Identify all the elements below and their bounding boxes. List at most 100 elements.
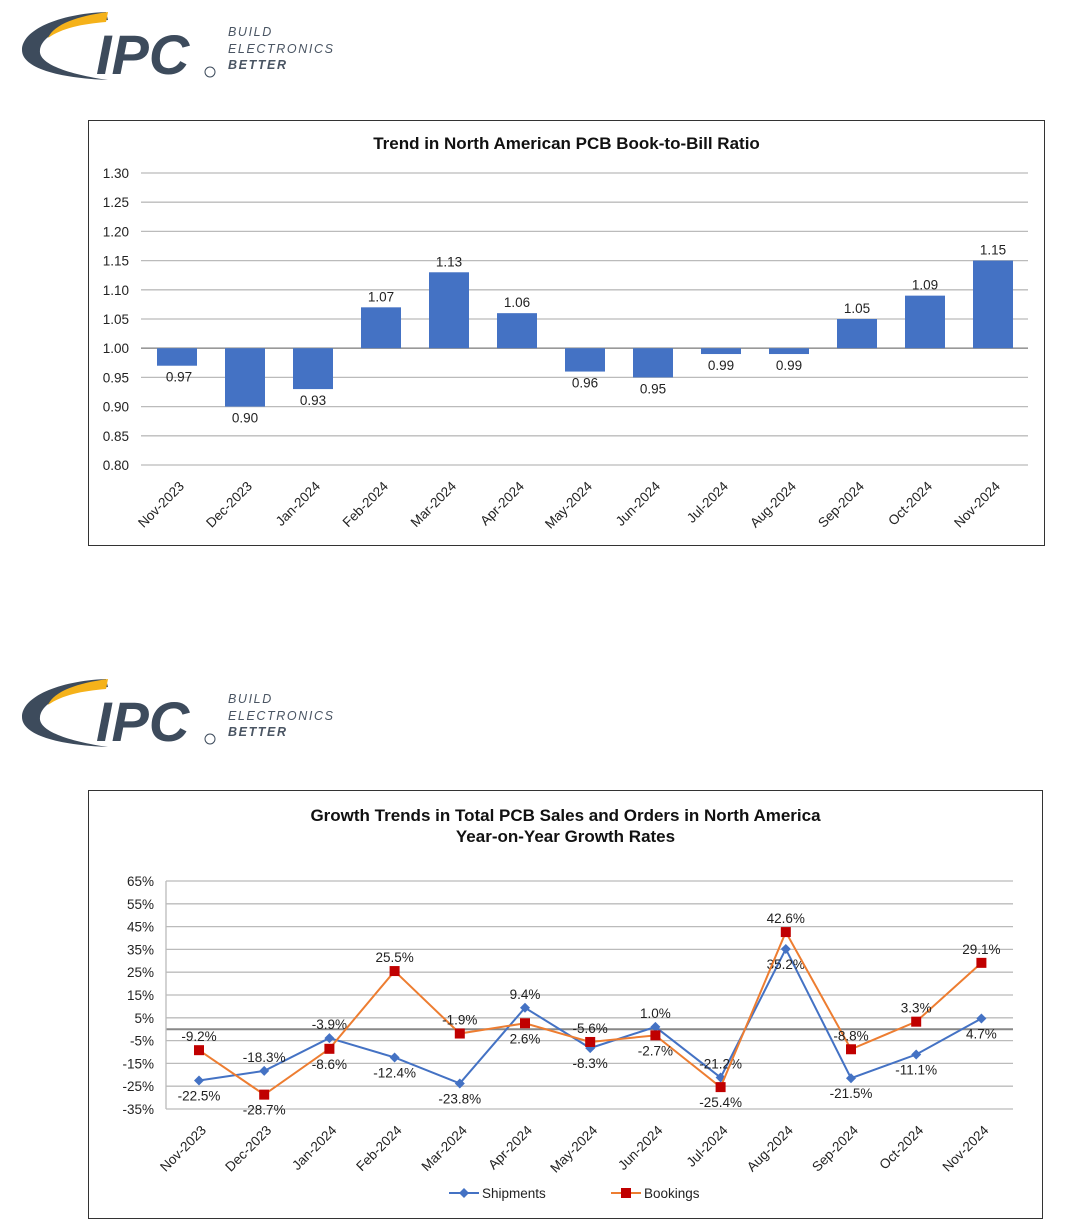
- bookings-marker: [715, 1082, 726, 1093]
- x-tick-label: Jul-2024: [684, 478, 732, 526]
- line-chart-svg: -35% -25% -15% -5% 5% 15% 25% 35% 45% 55% 65% -22.5…: [122, 874, 1013, 1201]
- bookings-marker: [585, 1036, 596, 1047]
- data-label: 35.2%: [767, 957, 805, 972]
- bar: [633, 348, 673, 378]
- x-tick-label: Mar-2024: [408, 478, 460, 530]
- data-label: -25.4%: [699, 1095, 742, 1110]
- legend-label: Bookings: [644, 1186, 700, 1201]
- bookings-marker: [259, 1089, 270, 1100]
- y-tick-label: 0.85: [103, 429, 129, 444]
- x-tick-label: Feb-2024: [353, 1122, 405, 1174]
- y-tick-label: 1.30: [103, 166, 129, 181]
- data-label: -23.8%: [438, 1091, 481, 1106]
- bookings-marker: [194, 1045, 204, 1056]
- data-label: -8.6%: [312, 1057, 347, 1072]
- y-tick-label: 1.25: [103, 195, 129, 210]
- bar: [157, 348, 197, 366]
- data-label: -18.3%: [243, 1050, 286, 1065]
- book-to-bill-chart: Trend in North American PCB Book-to-Bill…: [88, 120, 1045, 546]
- shipments-marker: [520, 1002, 530, 1013]
- svg-text:IPC: IPC: [96, 690, 191, 750]
- y-tick-label: 65%: [127, 874, 154, 889]
- tagline-3: BETTER: [228, 58, 288, 72]
- x-tick-label: May-2024: [542, 478, 595, 531]
- x-tick-label: Feb-2024: [340, 478, 392, 530]
- y-tick-label: 1.15: [103, 254, 129, 269]
- legend-label: Shipments: [482, 1186, 546, 1201]
- data-label: 2.6%: [510, 1031, 541, 1046]
- ipc-logo-mark: IPC: [22, 679, 216, 753]
- x-tick-label: Sep-2024: [809, 1122, 861, 1174]
- x-tick-label: May-2024: [547, 1122, 600, 1175]
- ipc-logo-mark: IPC: [22, 12, 216, 86]
- data-label: 0.96: [572, 376, 598, 391]
- legend-bookings-marker: [621, 1188, 631, 1198]
- x-tick-label: Nov-2024: [951, 478, 1003, 530]
- data-label: 25.5%: [375, 950, 413, 965]
- data-label: 0.93: [300, 393, 326, 408]
- tagline-3: BETTER: [228, 725, 288, 739]
- bookings-marker: [780, 927, 791, 938]
- x-tick-label: Jun-2024: [615, 1122, 666, 1173]
- bookings-marker: [650, 1030, 661, 1041]
- bookings-marker: [324, 1043, 335, 1054]
- bar: [973, 260, 1013, 349]
- bookings-marker: [846, 1044, 856, 1055]
- tagline-2: ELECTRONICS: [228, 708, 335, 723]
- shipments-marker: [389, 1052, 400, 1063]
- y-tick-label: -5%: [130, 1034, 154, 1049]
- x-tick-label: Aug-2024: [747, 478, 799, 530]
- data-label: 1.09: [912, 278, 938, 293]
- data-label: 42.6%: [767, 911, 805, 926]
- data-label: 1.05: [844, 301, 870, 316]
- data-label: -8.8%: [833, 1028, 868, 1043]
- data-label: -21.2%: [699, 1057, 742, 1072]
- x-tick-label: Aug-2024: [744, 1122, 796, 1174]
- ipc-logo: IPC BUILD ELECTRONICS BETTER: [18, 8, 338, 86]
- x-tick-label: Nov-2023: [135, 479, 187, 531]
- x-tick-label: Nov-2023: [157, 1123, 209, 1175]
- x-tick-label: Mar-2024: [418, 1122, 470, 1174]
- bar: [429, 272, 469, 349]
- bookings-marker: [520, 1018, 530, 1029]
- bar: [565, 348, 605, 372]
- y-tick-label: 45%: [127, 920, 154, 935]
- data-label: -8.3%: [573, 1056, 608, 1071]
- data-label: -9.2%: [181, 1029, 216, 1044]
- data-label: 0.99: [708, 358, 734, 373]
- data-label: 4.7%: [966, 1026, 997, 1041]
- y-tick-label: 15%: [127, 988, 154, 1003]
- x-tick-label: Apr-2024: [477, 478, 527, 528]
- y-tick-label: 1.00: [103, 341, 129, 356]
- chart-title: Trend in North American PCB Book-to-Bill…: [373, 134, 760, 153]
- shipments-marker: [650, 1021, 661, 1032]
- x-tick-label: Nov-2024: [940, 1122, 992, 1174]
- x-tick-label: Jul-2024: [683, 1122, 731, 1170]
- bar: [361, 307, 401, 349]
- y-tick-label: -15%: [122, 1056, 154, 1071]
- tagline-1: BUILD: [228, 692, 273, 706]
- data-label: 0.90: [232, 411, 258, 426]
- data-label: 3.3%: [901, 1001, 932, 1016]
- bar: [225, 348, 265, 407]
- data-label: -12.4%: [373, 1065, 416, 1080]
- x-tick-label: Dec-2023: [203, 479, 255, 531]
- data-label: 0.95: [640, 381, 666, 396]
- x-tick-label: Sep-2024: [815, 478, 867, 530]
- shipments-marker: [780, 943, 791, 954]
- tagline-1: BUILD: [228, 25, 273, 39]
- bookings-marker: [911, 1016, 922, 1027]
- shipments-marker: [194, 1075, 204, 1086]
- x-tick-label: Dec-2023: [222, 1123, 274, 1175]
- data-label: 1.06: [504, 295, 530, 310]
- y-tick-label: 5%: [134, 1011, 154, 1026]
- bar-chart-svg: 0.80 0.85 0.90 0.95 1.00 1.05 1.10 1.15 1.20 1.25…: [103, 166, 1028, 532]
- y-tick-label: 55%: [127, 897, 154, 912]
- chart-subtitle: Year-on-Year Growth Rates: [455, 827, 676, 846]
- ipc-logo: IPC BUILD ELECTRONICS BETTER: [18, 675, 338, 753]
- bookings-marker: [976, 957, 987, 968]
- bar: [497, 313, 537, 349]
- shipments-marker: [324, 1033, 335, 1044]
- shipments-marker: [846, 1073, 856, 1084]
